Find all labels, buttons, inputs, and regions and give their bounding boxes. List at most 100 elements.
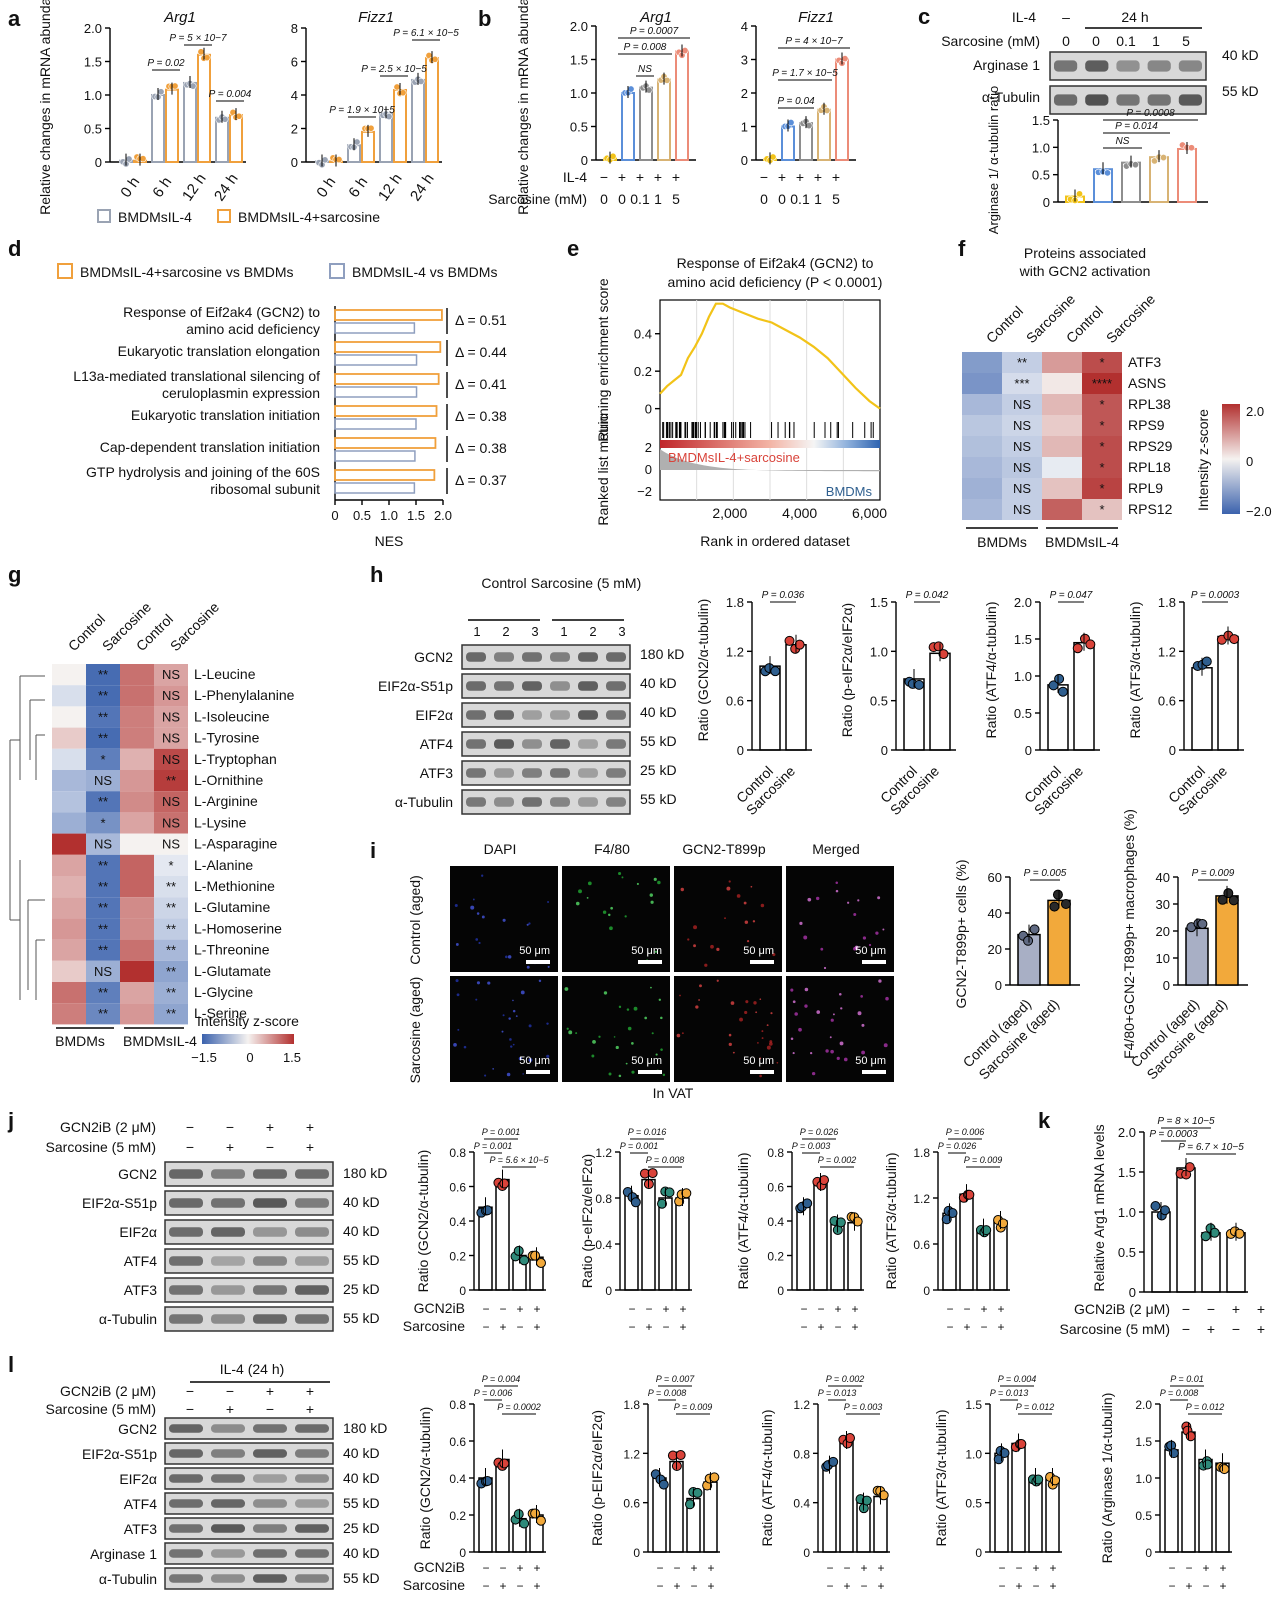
panel-l-sign-val: + xyxy=(1049,1561,1056,1575)
panel-f-title-line: with GCN2 activation xyxy=(1019,263,1151,279)
panel-i-micrograph-speck xyxy=(624,915,627,918)
panel-j-sub0-bar-dot xyxy=(519,1255,530,1266)
panel-i-sub0-bar-sarcosine-dot xyxy=(1060,899,1071,910)
panel-i-micrograph-speck xyxy=(457,1028,460,1031)
panel-l-blot-band xyxy=(253,1524,287,1533)
panel-i-micrograph-speck xyxy=(794,1012,798,1016)
panel-h-sub2-y-tick-label: 0 xyxy=(1025,743,1032,758)
legend-label-orange: BMDMsIL-4+sarcosine xyxy=(238,209,380,225)
panel-g-heat-cell xyxy=(154,854,188,876)
panel-b1-p0-p-label: P = 0.0007 xyxy=(630,26,679,37)
panel-d-category-label-line: ribosomal subunit xyxy=(210,481,320,497)
panel-j-sub1-bar-dot xyxy=(657,1198,668,1209)
panel-i-micrograph-speck xyxy=(492,1068,494,1070)
panel-d-x-tick-label: 0 xyxy=(331,508,338,523)
panel-l-sub3-bar xyxy=(1028,1477,1043,1553)
panel-b1-bar xyxy=(657,78,671,161)
panel-g-star: NS xyxy=(162,731,180,746)
panel-g-star: NS xyxy=(162,837,180,852)
panel-i-micrograph-speck xyxy=(475,998,478,1001)
panel-a1-bar-grey-dot xyxy=(125,155,133,163)
panel-l-sign-val: − xyxy=(516,1579,523,1593)
panel-f-star: * xyxy=(1099,439,1104,454)
panel-g-row-label: L-Glutamate xyxy=(194,963,271,979)
panel-l-row-val: + xyxy=(306,1401,314,1417)
panel-k-row-val: − xyxy=(1182,1321,1190,1337)
panel-c-bar xyxy=(1177,147,1197,203)
panel-h-sub3-y-tick-label: 0 xyxy=(1169,743,1176,758)
panel-i-micrograph-speck xyxy=(759,1057,762,1060)
panel-j-sub1-y-tick-label: 0 xyxy=(605,1284,612,1298)
panel-f-row-label: RPS9 xyxy=(1128,417,1165,433)
panel-b-row-val: + xyxy=(636,169,644,185)
panel-i-micrograph-speck xyxy=(750,885,753,888)
panel-c-blot-tub-band xyxy=(1116,94,1140,106)
panel-g-star: * xyxy=(168,858,173,873)
panel-h-marker: 55 kD xyxy=(640,791,677,807)
panel-b2-p1-p-label: P = 1.7 × 10−5 xyxy=(772,68,838,79)
panel-i-micrograph-speck xyxy=(759,998,762,1001)
panel-h-sub0-y-tick-label: 0.6 xyxy=(726,694,744,709)
panel-l-sub3-p2-p-label: P = 0.012 xyxy=(1016,1402,1054,1412)
panel-l-blot-band xyxy=(169,1499,203,1508)
panel-i-micrograph-speck xyxy=(609,926,613,931)
panel-k-row-val: + xyxy=(1207,1321,1215,1337)
panel-i-column-label: DAPI xyxy=(484,841,517,857)
panel-j-blot-label: GCN2 xyxy=(118,1166,157,1182)
panel-d-bar-orange xyxy=(334,341,442,353)
panel-g-heat-cell xyxy=(52,939,86,961)
panel-g-heat-cell xyxy=(86,982,120,1004)
panel-l-sign-val: − xyxy=(1015,1561,1022,1575)
panel-h-blot-band xyxy=(522,681,542,691)
panel-l-sub0-bar-dot xyxy=(519,1518,530,1529)
panel-d-category-label-line: ceruloplasmin expression xyxy=(162,385,320,401)
panel-i-micrograph-speck xyxy=(613,1036,616,1038)
panel-h-sub1-y-tick-label: 1.0 xyxy=(870,644,888,659)
panel-j-row-val: − xyxy=(186,1139,194,1155)
panel-l-sign-val: − xyxy=(1168,1579,1175,1593)
panel-i-scalebar xyxy=(638,960,662,964)
panel-i-micrograph-speck xyxy=(732,1051,735,1054)
panel-i-micrograph-speck xyxy=(578,889,582,894)
panel-j-blot-band xyxy=(169,1169,203,1179)
panel-f-row-label: ATF3 xyxy=(1128,354,1161,370)
panel-k-row-val: − xyxy=(1232,1321,1240,1337)
panel-l-sub1-y-tick-label: 1.2 xyxy=(623,1447,640,1461)
panel-g-heat-cell xyxy=(52,791,86,813)
panel-f-heat-cell xyxy=(1002,478,1042,499)
panel-g-heat-cell xyxy=(52,833,86,855)
panel-i-micrograph-speck xyxy=(655,1053,658,1056)
panel-i-sub0-ylabel: GCN2-T899p+ cells (%) xyxy=(953,860,969,1009)
panel-g-row-label: L-Phenylalanine xyxy=(194,687,295,703)
panel-b1-y-tick-label: 1.5 xyxy=(570,53,588,68)
panel-l-sign-val: − xyxy=(1202,1579,1209,1593)
panel-f-heat-cell xyxy=(1002,394,1042,415)
panel-j-sign-val: + xyxy=(533,1320,540,1334)
panel-h-blot-label: EIF2α xyxy=(415,707,453,723)
panel-i-micrograph-speck xyxy=(853,913,857,916)
panel-i-micrograph-speck xyxy=(744,920,749,924)
panel-j-sign-val: + xyxy=(997,1320,1004,1334)
panel-g-heat-cell xyxy=(154,664,188,686)
panel-g-heat-cell xyxy=(52,960,86,982)
panel-l-marker: 25 kD xyxy=(343,1520,380,1536)
panel-c-sarc-val: 0 xyxy=(1092,33,1100,49)
panel-b2-title: Fizz1 xyxy=(798,9,834,26)
panel-l-sign-val: − xyxy=(998,1561,1005,1575)
panel-l-sub0-ylabel: Ratio (GCN2/α-tubulin) xyxy=(417,1407,433,1550)
panel-i-micrograph-speck xyxy=(810,1051,813,1055)
panel-i-micrograph-speck xyxy=(698,999,700,1001)
panel-l-sub2-bar xyxy=(873,1495,888,1553)
panel-b2-bar xyxy=(817,108,831,161)
panel-l-sub2-y-tick-label: 0.4 xyxy=(793,1497,810,1511)
panel-j-blot-band xyxy=(169,1285,203,1295)
panel-j-sub0-bar xyxy=(495,1178,510,1291)
panel-g-heat-cell xyxy=(154,1003,188,1025)
panel-l-sub2-bar xyxy=(839,1440,854,1553)
panel-l-marker: 40 kD xyxy=(343,1445,380,1461)
panel-letter-k: k xyxy=(1038,1108,1051,1133)
panel-j-sub2-ylabel: Ratio (ATF4/α-tubulin) xyxy=(735,1153,751,1290)
panel-c-sarc-val: 0.1 xyxy=(1116,33,1136,49)
panel-g-heat-cell xyxy=(86,791,120,813)
panel-i-scalebar xyxy=(862,960,886,964)
